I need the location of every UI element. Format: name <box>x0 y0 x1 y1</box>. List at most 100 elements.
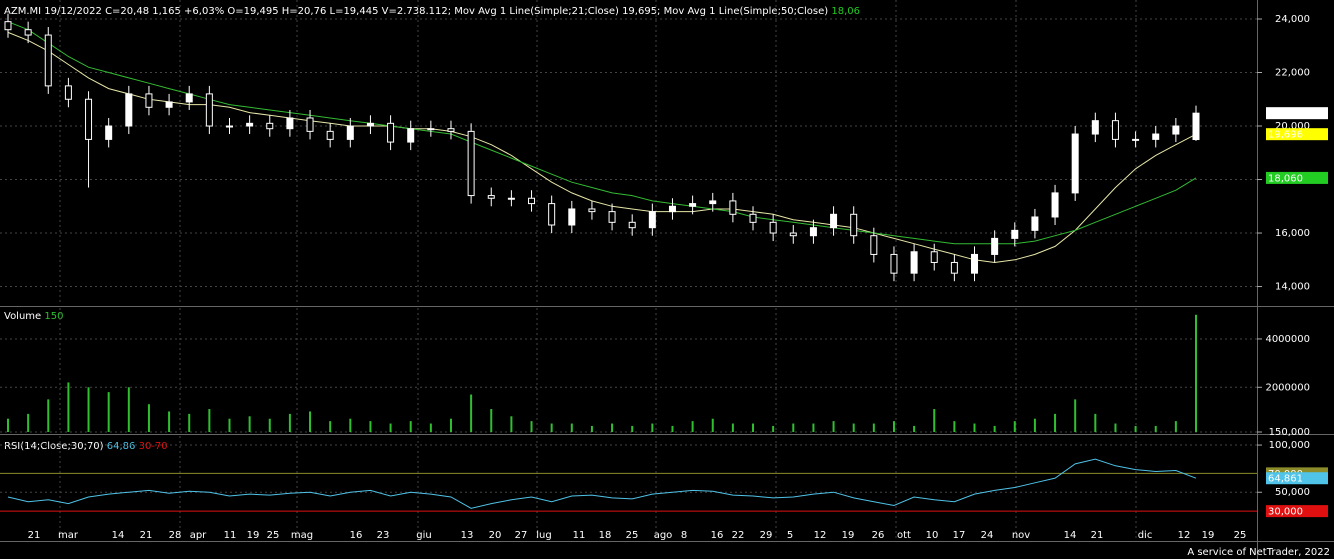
candle-body <box>709 200 717 205</box>
panel-title: Volume <box>4 311 41 322</box>
x-tick-label: 25 <box>626 530 639 541</box>
volume-bar <box>852 423 855 432</box>
x-tick-label: 18 <box>599 530 612 541</box>
candle-body <box>769 221 777 234</box>
x-tick-label: 14 <box>112 530 125 541</box>
candle-body <box>1051 192 1059 218</box>
volume-bar <box>349 418 352 432</box>
candle <box>528 190 536 212</box>
volume-bar <box>651 423 654 432</box>
candle <box>427 120 435 137</box>
candle <box>930 243 938 271</box>
volume-bar <box>1013 421 1016 432</box>
candle-body <box>850 213 858 237</box>
x-tick-label: mag <box>291 530 313 541</box>
volume-bar <box>933 409 936 432</box>
volume-bar <box>27 413 30 432</box>
x-tick-label: 20 <box>489 530 502 541</box>
x-tick-label: ago <box>654 530 673 541</box>
volume-bar <box>993 425 996 432</box>
volume-bar <box>611 423 614 432</box>
candle-body <box>648 211 656 229</box>
y-tick-label: 24,000 <box>1275 14 1310 25</box>
chart-title: AZM.MI 19/12/2022 C=20,48 1,165 +6,03% O… <box>4 6 451 17</box>
footer: A service of NetTrader, 2022 <box>1187 547 1330 558</box>
volume-bar <box>429 423 432 432</box>
panel-range: 30-70 <box>139 441 168 452</box>
candle-body <box>870 235 878 255</box>
y-tick-label: 100,000 <box>1269 440 1310 451</box>
candle-body <box>1011 229 1019 239</box>
volume-bar <box>631 425 634 432</box>
x-tick-label: 25 <box>1234 530 1247 541</box>
volume-bar <box>953 421 956 432</box>
y-tick-label: 22,000 <box>1275 68 1310 79</box>
candle <box>64 77 72 108</box>
candle-body <box>548 203 556 226</box>
candle <box>246 115 254 135</box>
x-tick-label: 28 <box>169 530 182 541</box>
candle <box>326 123 334 148</box>
candle <box>910 243 918 282</box>
candle <box>507 190 515 207</box>
candle-body <box>991 237 999 255</box>
candle <box>830 206 838 236</box>
candle <box>729 192 737 223</box>
volume-bar <box>228 418 231 432</box>
volume-bar <box>832 421 835 432</box>
candle <box>24 21 32 44</box>
candle <box>105 117 113 148</box>
volume-bar <box>590 425 593 432</box>
candle-body <box>306 117 314 132</box>
candle-body <box>145 93 153 108</box>
x-tick-label: 24 <box>981 530 994 541</box>
x-tick-label: 8 <box>681 530 687 541</box>
candle <box>4 13 12 38</box>
candle-body <box>1152 133 1160 140</box>
candle-body <box>467 130 475 197</box>
x-tick-label: 16 <box>711 530 724 541</box>
y-tick-label: 14,000 <box>1275 282 1310 293</box>
candle-body <box>346 125 354 140</box>
x-tick-label: 27 <box>515 530 528 541</box>
candle-body <box>326 130 334 140</box>
candle <box>165 93 173 116</box>
candle <box>1071 126 1079 201</box>
x-tick-label: 23 <box>377 530 390 541</box>
panel-value: 64,86 <box>107 441 136 452</box>
candle-body <box>1172 125 1180 135</box>
volume-bar <box>711 418 714 432</box>
x-tick-label: 10 <box>926 530 939 541</box>
x-tick-label: mar <box>58 530 79 541</box>
candle <box>689 195 697 215</box>
volume-bar <box>510 416 513 432</box>
candle-body <box>588 208 596 213</box>
x-tick-label: giu <box>416 530 431 541</box>
x-tick-label: 25 <box>267 530 280 541</box>
candle <box>266 115 274 137</box>
candle-body <box>930 251 938 263</box>
candle <box>668 198 676 220</box>
candle <box>648 203 656 236</box>
volume-bar <box>550 423 553 432</box>
x-tick-label: 19 <box>842 530 855 541</box>
volume-bar <box>268 418 271 432</box>
candle-body <box>85 98 93 140</box>
candle <box>789 225 797 244</box>
volume-bar <box>731 423 734 432</box>
candle-body <box>427 128 435 131</box>
rsi-header: RSI(14;Close;30;70) 64,86 30-70 <box>4 441 168 452</box>
y-tick-label: 16,000 <box>1275 228 1310 239</box>
candle-body <box>971 253 979 274</box>
candle-body <box>447 128 455 132</box>
candle-body <box>950 261 958 274</box>
volume-bar <box>1134 425 1137 432</box>
volume-bar <box>389 423 392 432</box>
candle <box>447 120 455 140</box>
x-tick-label: lug <box>536 530 551 541</box>
volume-bar <box>752 423 755 432</box>
volume-bar <box>168 411 171 432</box>
volume-bar <box>309 411 312 432</box>
candle <box>1172 117 1180 143</box>
y-tick-label: 2000000 <box>1265 382 1310 393</box>
